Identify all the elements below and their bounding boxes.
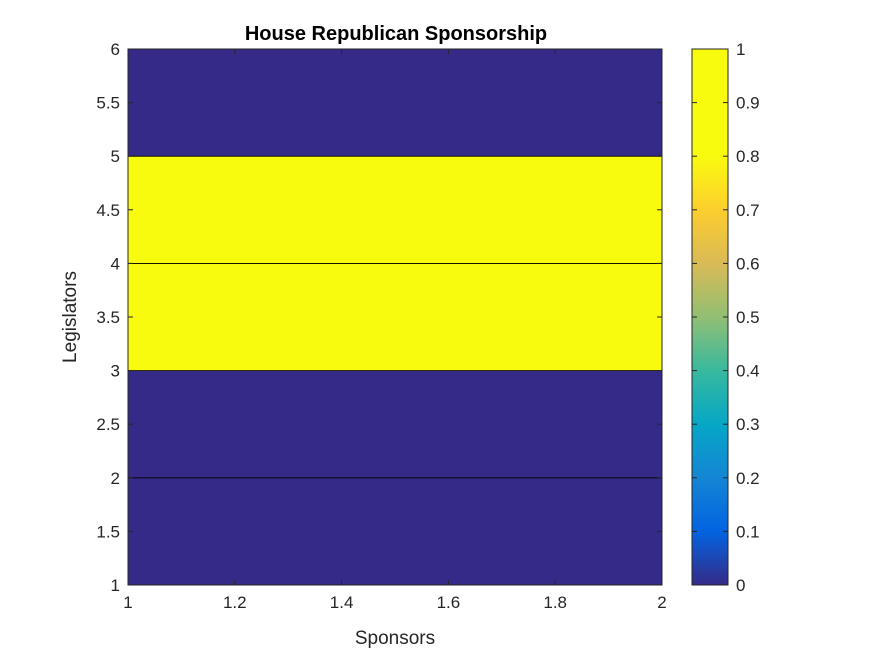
y-tick-label: 3.5: [96, 308, 120, 327]
colorbar-tick-label: 0.7: [736, 201, 760, 220]
x-tick-label: 1.8: [543, 593, 567, 612]
x-tick-label: 2: [657, 593, 666, 612]
y-tick-label: 4.5: [96, 201, 120, 220]
colorbar-tick-label: 0: [736, 576, 745, 595]
colorbar-tick-label: 0.3: [736, 415, 760, 434]
y-axis: 1 1.5 2 2.5 3 3.5 4 4.5 5 5.5 6: [96, 40, 662, 595]
y-tick-label: 1: [111, 576, 120, 595]
colorbar: 0 0.1 0.2 0.3 0.4 0.5 0.6 0.7 0.8 0.9 1: [691, 40, 760, 595]
x-tick-label: 1.6: [437, 593, 461, 612]
colorbar-tick-label: 0.4: [736, 362, 760, 381]
y-axis-label: Legislators: [60, 271, 81, 363]
x-tick-label: 1.4: [330, 593, 354, 612]
y-tick-label: 5.5: [96, 94, 120, 113]
y-tick-label: 5: [111, 147, 120, 166]
y-tick-label: 4: [111, 254, 120, 273]
y-tick-label: 1.5: [96, 522, 120, 541]
colorbar-tick-label: 0.8: [736, 147, 760, 166]
colorbar-tick-label: 1: [736, 40, 745, 59]
plot-area: [127, 48, 663, 586]
heatmap-cell: [127, 155, 663, 264]
x-tick-label: 1: [123, 593, 132, 612]
colorbar-tick-label: 0.9: [736, 94, 760, 113]
colorbar-gradient: [691, 48, 729, 586]
x-axis: 1 1.2 1.4 1.6 1.8 2: [123, 49, 667, 612]
y-tick-label: 6: [111, 40, 120, 59]
heatmap-cell: [127, 477, 663, 586]
chart-title: House Republican Sponsorship: [245, 23, 547, 45]
heatmap-cell: [127, 48, 663, 157]
x-axis-label: Sponsors: [355, 628, 435, 649]
y-tick-label: 3: [111, 362, 120, 381]
heatmap-cell: [127, 262, 663, 371]
heatmap-cell: [127, 370, 663, 479]
colorbar-tick-label: 0.2: [736, 469, 760, 488]
colorbar-tick-label: 0.5: [736, 308, 760, 327]
y-tick-label: 2.5: [96, 415, 120, 434]
colorbar-tick-label: 0.1: [736, 522, 760, 541]
y-tick-label: 2: [111, 469, 120, 488]
x-tick-label: 1.2: [223, 593, 247, 612]
colorbar-tick-label: 0.6: [736, 254, 760, 273]
